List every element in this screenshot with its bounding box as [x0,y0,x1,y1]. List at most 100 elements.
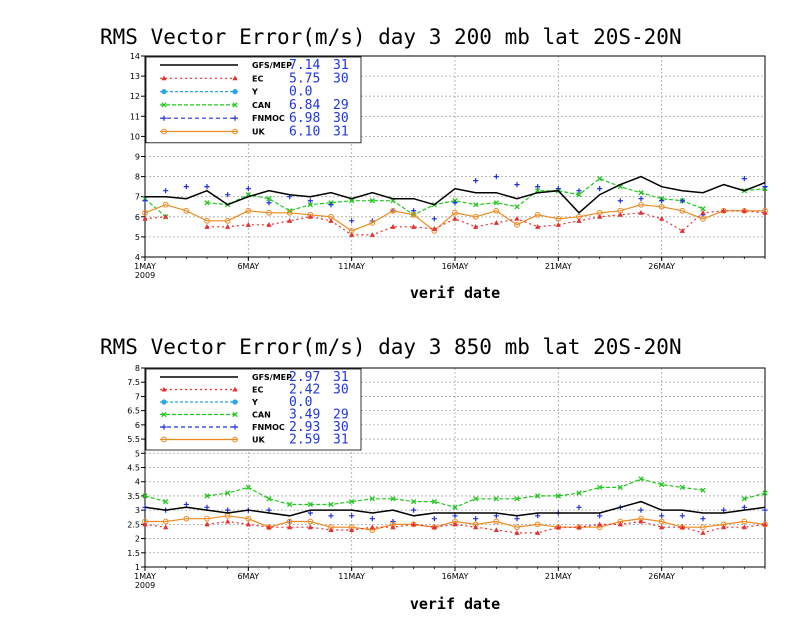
data-point-fnmoc [245,186,251,192]
data-point-fnmoc [741,176,747,182]
data-point-uk [700,524,706,531]
data-point-ec [328,218,334,223]
legend-marker-y [232,399,238,405]
data-point-can [328,501,334,508]
data-point-ec [638,518,644,524]
data-point-uk [679,207,686,214]
data-point-fnmoc [473,516,479,522]
y-tick-label: 5.5 [127,435,140,444]
x-tick-label: 11MAY [338,572,365,581]
data-point-ec [287,524,293,530]
data-point-ec [369,524,375,530]
legend-marker-fnmoc [161,424,167,430]
y-tick-label: 12 [130,92,140,101]
data-point-uk [638,201,644,208]
legend-label-gfs-mep: GFS/MEP [252,373,292,382]
data-point-fnmoc [225,192,231,198]
data-point-ec [225,518,231,524]
data-point-fnmoc [514,182,520,188]
legend-marker-uk [161,436,167,443]
data-point-ec [473,224,479,229]
y-tick-label: 13 [130,72,140,81]
legend-marker-can [232,102,238,108]
y-tick-label: 4 [135,253,140,262]
legend-count-ec: 30 [333,71,349,86]
data-point-uk [741,518,748,525]
data-point-uk [245,207,252,214]
series-line-gfs-mep [145,175,766,214]
data-point-can [266,496,272,502]
data-point-can [307,501,313,508]
data-point-ec [555,524,561,530]
data-point-can [307,202,313,208]
series-ec [142,207,768,237]
data-point-fnmoc [700,516,706,522]
data-point-can [452,504,458,510]
series-uk [142,201,768,234]
data-point-ec [452,521,458,527]
y-tick-label: 7 [135,392,140,401]
data-point-ec [349,232,355,237]
data-point-ec [700,209,706,215]
data-point-can [204,200,210,206]
data-point-ec [163,524,169,530]
data-point-can [659,481,665,488]
data-point-uk [266,209,272,216]
data-point-fnmoc [679,513,685,519]
legend-label-can: CAN [252,411,271,420]
x-tick-sublabel: 2009 [135,271,155,280]
y-tick-label: 8 [135,364,140,373]
data-point-uk [410,211,417,218]
data-point-uk [493,518,500,525]
series-ec [142,518,768,535]
y-tick-label: 1 [135,563,140,572]
y-tick-label: 3.5 [127,492,140,501]
x-tick-label: 11MAY [338,262,365,271]
legend-marker-ec [161,75,167,81]
x-tick-label: 16MAY [442,262,469,271]
data-point-ec [225,224,231,229]
data-point-uk [493,207,500,214]
data-point-can [576,192,582,198]
data-point-fnmoc [679,198,685,204]
legend-label-fnmoc: FNMOC [252,423,285,432]
legend-marker-uk [161,128,167,135]
data-point-ec [142,216,148,221]
legend-mean-gfs-mep: 2.97 [289,370,320,385]
data-point-can [597,175,603,182]
data-point-can [369,198,375,204]
data-point-uk [555,215,562,222]
legend-mean-uk: 2.59 [289,433,320,448]
legend-label-fnmoc: FNMOC [252,114,285,123]
data-point-fnmoc [741,504,747,510]
data-point-uk [162,518,169,525]
data-point-ec [390,224,396,229]
data-point-fnmoc [431,216,437,222]
data-point-can [287,501,293,508]
data-point-fnmoc [204,184,210,190]
legend-label-y: Y [251,88,258,97]
legend-label-y: Y [251,398,258,407]
legend-count-gfs-mep: 31 [333,58,349,73]
data-point-ec [431,226,437,231]
data-point-can [514,204,520,210]
data-point-ec [514,216,520,221]
data-point-ec [721,207,727,213]
data-point-ec [576,524,582,530]
legend-box [145,56,362,144]
data-point-fnmoc [431,516,437,522]
y-tick-label: 2.5 [127,520,140,529]
data-point-ec [555,222,561,227]
data-point-can [266,196,272,202]
legend-label-ec: EC [252,386,263,395]
y-tick-label: 6 [135,421,140,430]
data-point-fnmoc [721,507,727,513]
data-point-fnmoc [204,504,210,510]
data-point-ec [266,524,272,530]
data-point-can [245,484,251,491]
data-point-can [576,490,582,496]
series-can [142,476,768,510]
data-point-can [700,487,706,493]
legend-marker-ec [232,386,238,392]
